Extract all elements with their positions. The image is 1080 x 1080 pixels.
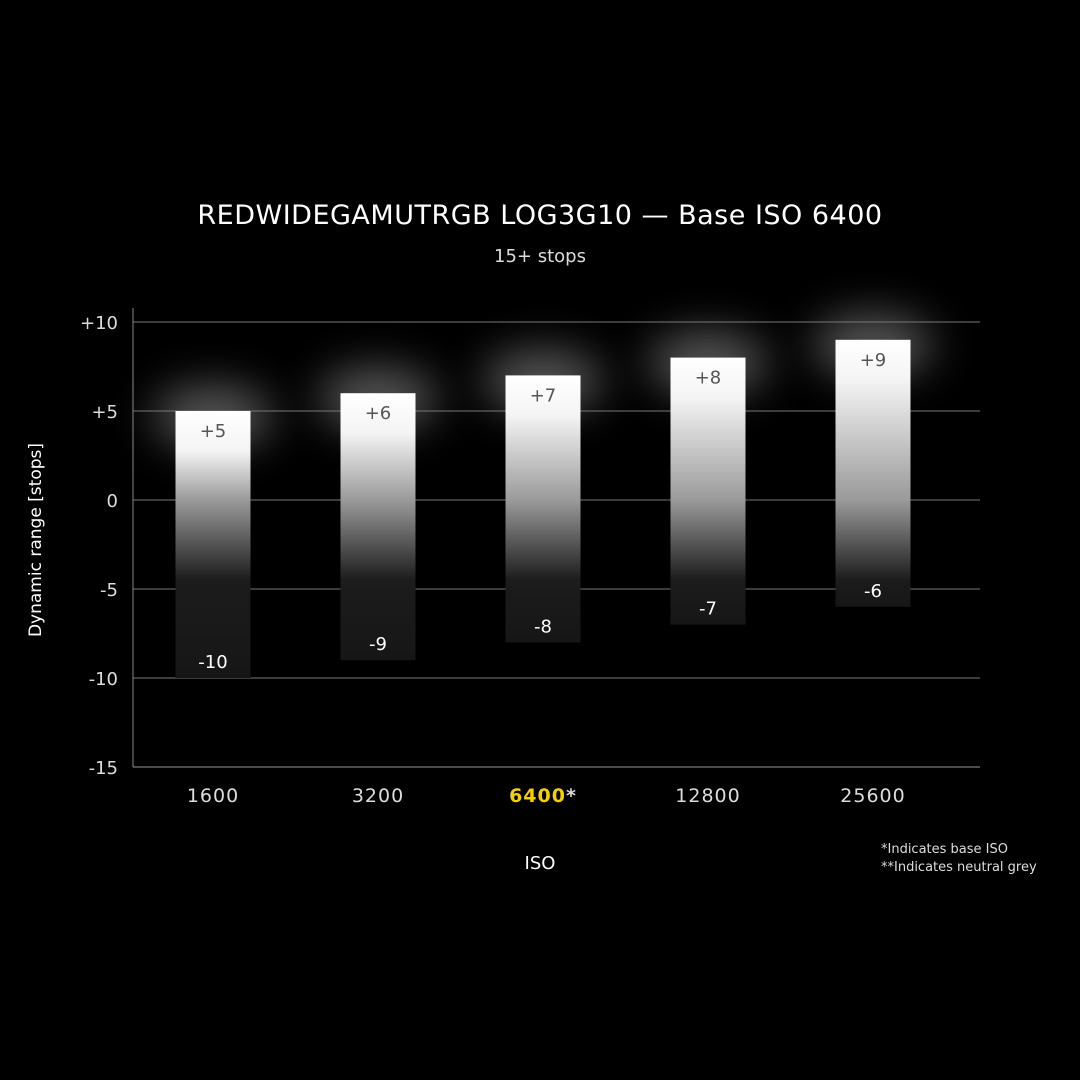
bar-top-label: +7 [530, 385, 557, 406]
x-axis-label: ISO [524, 853, 556, 874]
footnote-neutral-grey: **Indicates neutral grey [881, 860, 1037, 875]
bar-12800 [670, 357, 746, 625]
y-axis-label: Dynamic range [stops] [26, 442, 46, 638]
y-tick-label: -5 [100, 580, 118, 601]
x-tick-label: 25600 [840, 785, 905, 807]
bar-top-label: +5 [200, 421, 227, 442]
bar-bottom-label: -10 [198, 652, 227, 673]
y-tick-label: -10 [89, 669, 118, 690]
x-tick-label: 1600 [187, 785, 239, 807]
footnotes: *Indicates base ISO **Indicates neutral … [881, 841, 1037, 877]
bar-top-label: +6 [365, 403, 392, 424]
chart-subtitle: 15+ stops [494, 246, 586, 267]
bar-top-label: +8 [695, 368, 722, 389]
y-tick-label: 0 [107, 491, 118, 512]
y-tick-label: +5 [91, 402, 118, 423]
x-tick-label: 12800 [675, 785, 740, 807]
bar-1600 [175, 411, 251, 678]
footnote-base-iso: *Indicates base ISO [881, 842, 1008, 857]
x-tick-label: 6400* [509, 785, 577, 807]
x-tick-value: 6400 [509, 785, 566, 807]
bar-bottom-label: -6 [864, 581, 882, 602]
bar-top-label: +9 [860, 350, 887, 371]
bar-bottom-label: -7 [699, 599, 717, 620]
bar-bottom-label: -9 [369, 634, 387, 655]
x-tick-label: 3200 [352, 785, 404, 807]
bar-3200 [340, 393, 416, 661]
chart-title: REDWIDEGAMUTRGB LOG3G10 — Base ISO 6400 [197, 200, 883, 231]
bar-25600 [835, 339, 911, 607]
x-tick-asterisk: * [566, 785, 577, 807]
y-tick-label: +10 [80, 313, 118, 334]
bar-6400 [505, 375, 581, 643]
bar-bottom-label: -8 [534, 616, 552, 637]
y-tick-label: -15 [89, 758, 118, 779]
